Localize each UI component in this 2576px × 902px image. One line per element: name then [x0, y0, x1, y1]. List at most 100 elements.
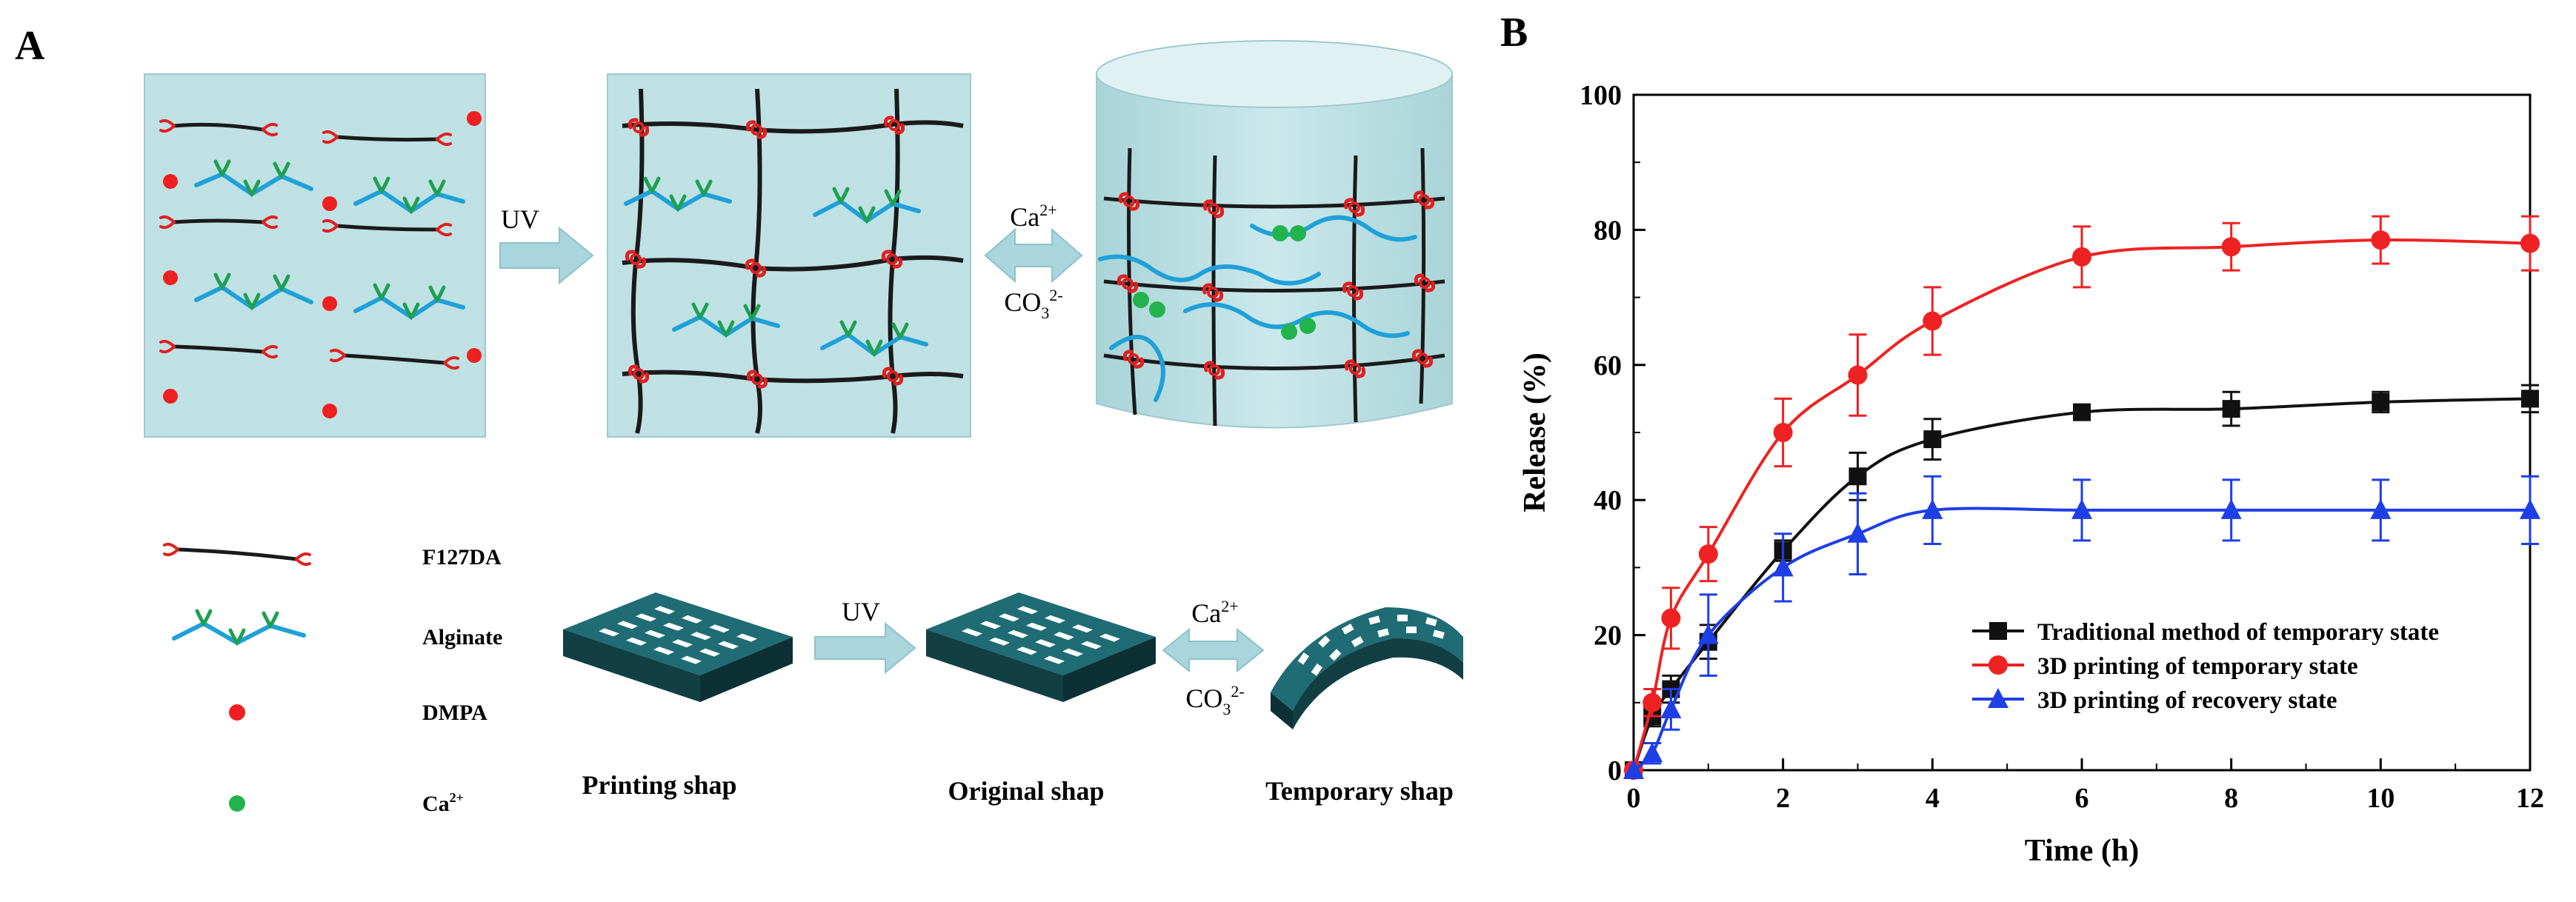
- schematic-box-1: [144, 73, 486, 438]
- scaffold-pore: [1062, 648, 1083, 657]
- scaffold-pore: [1016, 647, 1037, 655]
- series-line: [1632, 507, 2530, 772]
- legend-item: Traditional method of temporary state: [1972, 619, 2439, 646]
- legend-label: 3D printing of temporary state: [2037, 653, 2358, 680]
- scaffold-pore: [1081, 641, 1102, 649]
- x-tick-label: 8: [2224, 783, 2238, 814]
- legend-f127da: F127DA: [422, 545, 502, 569]
- dmpa-icon: [229, 704, 245, 721]
- scaffold-pore: [626, 637, 647, 646]
- scaffold-pore: [718, 641, 739, 649]
- legend-item: 3D printing of temporary state: [1972, 653, 2358, 680]
- data-point: [1923, 311, 1943, 331]
- legend-marker: [1988, 655, 2008, 675]
- y-axis-tick-labels: 0 20 40 60 80 100: [1580, 80, 1622, 786]
- temporary-shape-scaffold: [1271, 607, 1463, 729]
- data-point: [2520, 498, 2540, 519]
- data-point: [1848, 467, 1867, 486]
- data-point: [2220, 498, 2242, 519]
- scaffold-pore: [653, 647, 674, 655]
- chart-legend: Traditional method of temporary state 3D …: [1972, 619, 2439, 714]
- data-point: [2520, 233, 2540, 253]
- data-point: [1642, 742, 1663, 763]
- scaffold-pore: [999, 613, 1019, 622]
- y-tick-label: 80: [1594, 215, 1622, 246]
- data-point: [1698, 544, 1718, 564]
- x-tick-label: 12: [2516, 783, 2544, 814]
- y-tick-label: 20: [1594, 621, 1622, 652]
- x-tick-label: 6: [2075, 783, 2089, 814]
- data-point: [2071, 498, 2092, 519]
- ion-exchange-arrow-2: Ca2+ CO32-: [1162, 597, 1265, 718]
- data-point: [2073, 403, 2091, 421]
- release-chart: 0 2 4 6 8 10 12 0 20 40 60 80 100 Time (h) Release …: [1518, 80, 2544, 868]
- series-3: [1623, 475, 2540, 779]
- scaffold-pore: [1035, 639, 1056, 648]
- scaffold-pore: [1099, 633, 1120, 642]
- data-point: [1773, 423, 1793, 442]
- legend-label: 3D printing of recovery state: [2037, 687, 2337, 714]
- uv-arrow-1: UV: [499, 204, 594, 285]
- legend-marker: [1988, 688, 2008, 708]
- label-printing-shape: Printing shap: [582, 770, 736, 800]
- uv-arrow-2: UV: [814, 597, 916, 675]
- scaffold-pore: [663, 622, 684, 631]
- scaffold-pore: [1044, 655, 1065, 664]
- scaffold-pore: [1072, 624, 1093, 633]
- x-tick-label: 4: [1926, 783, 1940, 814]
- data-point: [1847, 522, 1868, 543]
- scaffold-pore: [989, 637, 1010, 646]
- scaffold-pore: [1054, 632, 1074, 641]
- co3-ion-label-1: CO32-: [1004, 286, 1062, 322]
- curved-network-lines: [1103, 147, 1445, 427]
- data-point: [2371, 230, 2391, 250]
- legend-calcium: Ca2+: [422, 790, 464, 816]
- data-point: [2072, 247, 2091, 267]
- data-point: [2521, 390, 2539, 408]
- printing-shape-scaffold: [0, 0, 793, 702]
- y-tick-label: 60: [1594, 350, 1622, 381]
- x-tick-label: 2: [1776, 783, 1790, 814]
- uv-label-1: UV: [501, 204, 539, 234]
- scaffold-pore: [681, 655, 702, 664]
- co3-ion-label-2: CO32-: [1185, 682, 1244, 718]
- scaffold-pore: [962, 628, 982, 637]
- scaffold-pore: [690, 632, 711, 641]
- scaffold-pore: [672, 639, 693, 648]
- data-point: [1643, 692, 1663, 712]
- x-axis-tick-labels: 0 2 4 6 8 10 12: [1627, 783, 2545, 814]
- uv-label-2: UV: [842, 597, 880, 627]
- legend-item: 3D printing of recovery state: [1972, 687, 2337, 714]
- panel-a-label: A: [15, 23, 45, 69]
- scaffold-pore: [736, 633, 757, 642]
- schematic-box-3: [1096, 40, 1453, 429]
- data-point: [1848, 365, 1868, 385]
- scaffold-pore: [636, 613, 656, 622]
- label-original-shape: Original shap: [948, 776, 1104, 806]
- f127da-icon: [177, 547, 297, 561]
- series-2: [1624, 215, 2540, 780]
- scaffold-pore: [1045, 615, 1065, 624]
- legend-dmpa: DMPA: [422, 701, 487, 725]
- label-temporary-shape: Temporary shap: [1265, 776, 1454, 806]
- panel-b-label: B: [1500, 10, 1528, 56]
- scaffold-pore: [1008, 629, 1028, 638]
- dmpa-particles: [163, 111, 482, 418]
- scaffold-pore: [645, 629, 665, 638]
- data-point: [1697, 624, 1719, 644]
- x-axis-ticks: [1632, 758, 2532, 770]
- data-point: [1772, 556, 1794, 577]
- data-point: [1623, 759, 1644, 779]
- data-point: [2222, 400, 2240, 418]
- scaffold-pore: [617, 621, 638, 629]
- scaffold-pore: [682, 615, 702, 624]
- f127da-chains: [173, 122, 445, 365]
- shape-labels: Printing shap Original shap Temporary sh…: [582, 770, 1453, 806]
- scaffold-pore: [599, 628, 619, 637]
- y-tick-label: 40: [1594, 485, 1622, 516]
- y-axis-label: Release (%): [1518, 353, 1552, 512]
- schematic-box-2: [607, 73, 971, 438]
- legend-marker: [1989, 622, 2007, 640]
- original-shape-scaffold: [926, 592, 1156, 702]
- scaffold-pore: [1026, 622, 1047, 631]
